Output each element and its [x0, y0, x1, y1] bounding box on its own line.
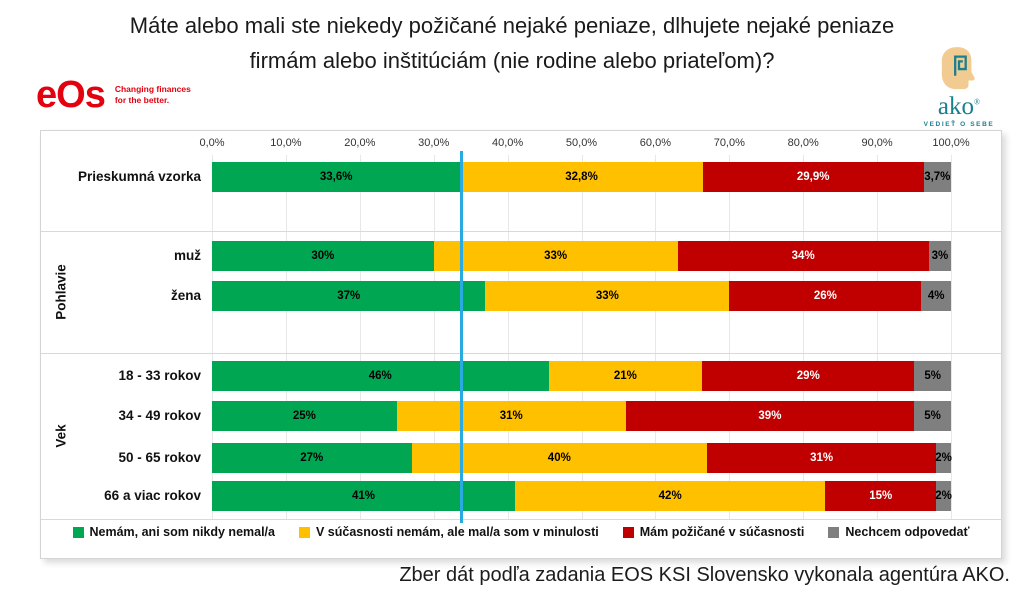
bar-segment: 2%	[935, 481, 952, 511]
axis-tick: 60,0%	[639, 137, 671, 149]
legend-swatch	[299, 526, 310, 538]
bar-segment: 3%	[928, 241, 951, 271]
group-divider	[41, 231, 1001, 232]
legend-item: Mám požičané v súčasnosti	[622, 525, 805, 539]
reference-line	[460, 151, 464, 523]
eos-logo: eOs Changing finances for the better.	[36, 76, 191, 114]
bar-segment: 27%	[212, 443, 412, 473]
axis-tick: 90,0%	[861, 137, 893, 149]
bar-row: 27% 40% 31% 2%	[212, 443, 952, 473]
bar-segment: 21%	[548, 361, 703, 391]
legend: Nemám, ani som nikdy nemal/a V súčasnosti…	[41, 525, 1001, 539]
gridline	[581, 155, 583, 519]
group-label: Vek	[53, 424, 69, 448]
category-label: 34 - 49 rokov	[118, 408, 201, 423]
ako-logo: ako® VEDIEŤ O SEBE	[916, 46, 1002, 128]
bar-segment: 26%	[729, 281, 922, 311]
eos-logo-tagline: Changing finances for the better.	[114, 83, 191, 105]
bar-segment: 41%	[212, 481, 515, 511]
chart: 0,0% 10,0% 20,0% 30,0% 40,0% 50,0% 60,0% 70,0% 8…	[40, 130, 1002, 559]
category-label: muž	[174, 248, 201, 263]
page-title-line2: firmám alebo inštitúciám (nie rodine ale…	[249, 48, 775, 74]
bar-segment: 37%	[212, 281, 486, 311]
bar-row: 30% 33% 34% 3%	[212, 241, 951, 271]
gridline	[285, 155, 287, 519]
axis-tick: 100,0%	[932, 137, 970, 149]
legend-label: Nemám, ani som nikdy nemal/a	[89, 525, 276, 539]
bar-segment: 39%	[625, 401, 915, 431]
group-divider	[41, 519, 1001, 520]
bar-segment: 33,6%	[212, 162, 461, 192]
bar-segment: 5%	[914, 361, 951, 391]
category-label: žena	[170, 288, 201, 303]
axis-tick: 10,0%	[270, 137, 302, 149]
bar-segment: 25%	[212, 401, 397, 431]
ako-logo-text: ako®	[937, 93, 981, 120]
bar-segment: 42%	[514, 481, 826, 511]
gridline	[507, 155, 509, 519]
gridline	[212, 155, 213, 519]
category-label: 50 - 65 rokov	[118, 450, 201, 465]
legend-swatch	[828, 526, 840, 538]
axis-tick: 40,0%	[491, 137, 524, 149]
legend-item: Nechcem odpovedať	[828, 525, 969, 539]
page-title: Máte alebo mali ste niekedy požičané nej…	[0, 8, 1024, 78]
bar-row: 33,6% 32,8% 29,9% 3,7%	[212, 162, 951, 192]
bar-segment: 2%	[935, 443, 952, 473]
bar-segment: 5%	[914, 401, 951, 431]
axis-tick: 30,0%	[418, 137, 450, 149]
legend-item: Nemám, ani som nikdy nemal/a	[72, 525, 276, 539]
bar-segment: 15%	[825, 481, 937, 511]
bar-segment: 4%	[921, 281, 951, 311]
category-label: 66 a viac rokov	[104, 488, 201, 503]
bar-row: 46% 21% 29% 5%	[212, 361, 951, 391]
group-divider	[41, 353, 1001, 354]
category-label: Prieskumná vzorka	[77, 169, 201, 184]
bar-segment: 32,8%	[460, 162, 703, 192]
bar-segment: 33%	[433, 241, 678, 271]
eos-logo-text: eOs	[36, 74, 106, 116]
bar-segment: 40%	[411, 443, 708, 473]
legend-swatch	[72, 526, 84, 538]
bar-row: 37% 33% 26% 4%	[212, 281, 951, 311]
ako-logo-tagline: VEDIEŤ O SEBE	[923, 121, 995, 128]
legend-item: V súčasnosti nemám, ale mal/a som v minu…	[299, 525, 599, 539]
legend-swatch	[622, 526, 634, 538]
axis-tick: 50,0%	[565, 137, 598, 149]
gridline	[655, 155, 657, 519]
category-label: 18 - 33 rokov	[118, 368, 201, 383]
axis-tick: 0,0%	[199, 137, 225, 149]
axis-tick: 80,0%	[787, 137, 819, 149]
bar-segment: 3,7%	[923, 162, 951, 192]
page-title-line1: Máte alebo mali ste niekedy požičané nej…	[129, 13, 895, 38]
bar-segment: 34%	[677, 241, 929, 271]
bar-segment: 31%	[707, 443, 937, 473]
bar-segment: 29%	[702, 361, 915, 391]
gridline	[359, 155, 361, 519]
bar-segment: 31%	[396, 401, 626, 431]
legend-label: Nechcem odpovedať	[845, 525, 970, 539]
bar-segment: 29,9%	[702, 162, 924, 192]
gridline	[803, 155, 805, 519]
axis-tick: 20,0%	[344, 137, 376, 149]
gridline	[729, 155, 731, 519]
bar-segment: 33%	[485, 281, 730, 311]
gridline	[877, 155, 879, 519]
ako-head-icon	[941, 47, 975, 90]
bar-segment: 46%	[212, 361, 549, 391]
gridline	[951, 155, 952, 519]
footer-note: Zber dát podľa zadania EOS KSI Slovensko…	[399, 564, 1010, 586]
bar-row: 41% 42% 15% 2%	[212, 481, 952, 511]
legend-label: V súčasnosti nemám, ale mal/a som v minu…	[316, 525, 599, 539]
legend-label: Mám požičané v súčasnosti	[639, 525, 805, 539]
axis-tick: 70,0%	[713, 137, 745, 149]
bar-row: 25% 31% 39% 5%	[212, 401, 951, 431]
bar-segment: 30%	[212, 241, 434, 271]
gridline	[433, 155, 435, 519]
